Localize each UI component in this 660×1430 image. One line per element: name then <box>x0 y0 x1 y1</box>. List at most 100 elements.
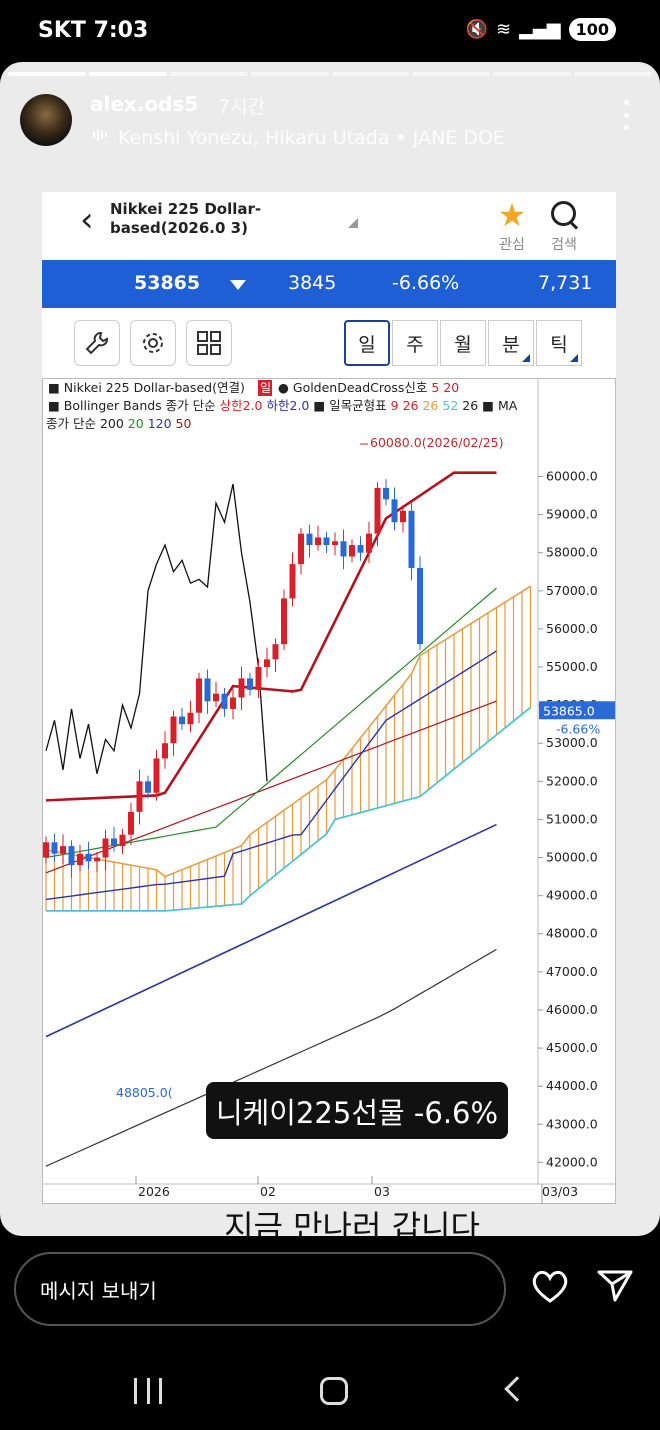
legend-ichi-d: 26 <box>462 398 478 413</box>
mute-icon: 🔇 <box>465 19 488 40</box>
candle-body <box>374 487 381 534</box>
legend-bb: ■ Bollinger Bands 종가 단순 <box>48 398 216 413</box>
span-b-line <box>46 706 532 912</box>
more-options-icon[interactable] <box>622 100 630 130</box>
progress-segment <box>88 72 167 76</box>
nav-recent-apps-icon[interactable] <box>134 1378 162 1404</box>
message-input[interactable]: 메시지 보내기 <box>14 1252 506 1326</box>
legend-main: ■ Nikkei 225 Dollar-based(연결) <box>48 380 245 395</box>
x-axis: 2026 02 03 03/03 <box>135 1176 578 1204</box>
signal-icon: ▂▄▆ <box>519 19 561 40</box>
svg-text:● GoldenDeadCross신호 5: ● GoldenDeadCross신호 5 20 <box>278 380 459 395</box>
progress-segment <box>493 72 572 76</box>
candle-body <box>247 678 253 690</box>
back-chevron-icon: ‹ <box>80 200 94 240</box>
progress-segment <box>250 72 329 76</box>
period-week: 주 <box>392 320 438 366</box>
avatar[interactable] <box>20 94 72 146</box>
ichimoku-cloud <box>45 586 532 911</box>
story-subtext: 지금 만나러 갑니다 <box>224 1208 480 1236</box>
star-icon: ★ <box>497 196 527 234</box>
candle-body <box>383 487 389 500</box>
candle-body <box>366 533 372 553</box>
candle-body <box>391 499 398 523</box>
story-caption: 니케이225선물 -6.6% <box>206 1082 508 1139</box>
y-tick-label: 58000.0 <box>546 545 598 560</box>
candle-body <box>289 564 296 599</box>
candle-body <box>119 834 126 847</box>
current-price: 53865 <box>134 272 201 294</box>
legend-gdc-params: 5 20 <box>431 380 459 395</box>
candle-body <box>332 541 338 546</box>
music-label: Kenshi Yonezu, Hikaru Utada • JANE DOE <box>118 126 505 149</box>
candle-body <box>349 545 355 557</box>
clock: 7:03 <box>93 18 149 43</box>
candlestick-chart: ■ Nikkei 225 Dollar-based(연결) 일 ● Golden… <box>42 378 616 1204</box>
candle-body <box>298 533 304 565</box>
candle-body <box>94 857 100 862</box>
battery-icon: 100 <box>568 18 616 41</box>
instrument-title: Nikkei 225 Dollar-based(2026.0 3) <box>110 200 262 237</box>
price-tag-value: 53865.0 <box>543 703 595 718</box>
candle-body <box>68 846 75 866</box>
price-tag-pct: -6.66% <box>556 721 600 736</box>
story-viewer[interactable]: alex.ods5 7시간 Kenshi Yonezu, Hikaru Utad… <box>0 62 660 1236</box>
bb-lower-line <box>45 650 497 901</box>
candle-body <box>306 533 313 546</box>
price-tag <box>539 701 615 720</box>
y-tick-label: 55000.0 <box>546 659 598 674</box>
span-a-line <box>45 585 531 878</box>
progress-segment <box>412 72 491 76</box>
y-tick-label: 52000.0 <box>546 773 598 788</box>
candle-body <box>272 644 279 660</box>
legend-bb-upper: 상한2.0 <box>220 398 263 413</box>
candle-body <box>102 838 109 858</box>
y-tick-label: 47000.0 <box>546 964 598 979</box>
nav-home-icon[interactable] <box>320 1377 348 1405</box>
price-change-pct: -6.66% <box>392 272 460 294</box>
send-icon[interactable] <box>596 1268 634 1308</box>
candle-body <box>408 510 415 568</box>
candle-body <box>145 781 151 793</box>
high-annotation: 60080.0(2026/02/25) <box>370 435 504 450</box>
story-username[interactable]: alex.ods5 <box>90 92 199 116</box>
y-tick-label: 60000.0 <box>546 468 598 483</box>
gear-icon <box>130 320 176 366</box>
search-icon <box>548 198 580 232</box>
x-tick-label: 2026 <box>138 1184 170 1199</box>
period-month: 월 <box>440 320 486 366</box>
y-tick-label: 46000.0 <box>546 1002 598 1017</box>
candle-body <box>281 598 287 645</box>
candle-body <box>179 716 185 725</box>
y-axis: 60000.0 59000.0 58000.0 57000.0 56000.0 55000… <box>538 468 598 1169</box>
candle-body <box>111 838 117 847</box>
y-tick-label: 53000.0 <box>546 735 598 750</box>
ma120-line <box>45 823 497 1038</box>
favorite-button: ★ 관심 <box>492 198 532 254</box>
candles <box>43 479 423 878</box>
candle-body <box>170 716 177 744</box>
legend-period-badge <box>258 380 272 396</box>
candle-body <box>60 846 66 854</box>
status-carrier-time: SKT 7:03 <box>38 18 148 43</box>
nav-back-icon[interactable] <box>504 1376 530 1402</box>
wifi-icon: ≋ <box>495 19 512 40</box>
chart-toolbar: 일 주 월 분 틱 <box>74 320 594 368</box>
heart-icon[interactable] <box>530 1268 570 1308</box>
candle-body <box>230 697 236 709</box>
wrench-icon <box>74 320 120 366</box>
volume: 7,731 <box>538 272 593 294</box>
search-label: 검색 <box>551 237 577 253</box>
period-minute: 분 <box>488 320 534 366</box>
candle-body <box>340 541 347 557</box>
svg-text:■ Bollinger Bands 종가 단순: ■ Bollinger Bands 종가 단순 상한2.0 하한2.0 ■ 일목… <box>48 398 518 413</box>
story-music[interactable]: Kenshi Yonezu, Hikaru Utada • JANE DOE <box>92 126 505 149</box>
progress-segment <box>574 72 652 76</box>
grid-icon <box>186 320 232 366</box>
status-bar: SKT 7:03 🔇 ≋ ▂▄▆ 100 <box>0 0 660 62</box>
search-button: 검색 <box>544 198 584 254</box>
candle-body <box>417 567 423 645</box>
legend-ma-200: 종가 단순 200 <box>46 416 124 431</box>
y-tick-label: 59000.0 <box>546 507 598 522</box>
dropdown-corner-icon <box>348 218 358 228</box>
